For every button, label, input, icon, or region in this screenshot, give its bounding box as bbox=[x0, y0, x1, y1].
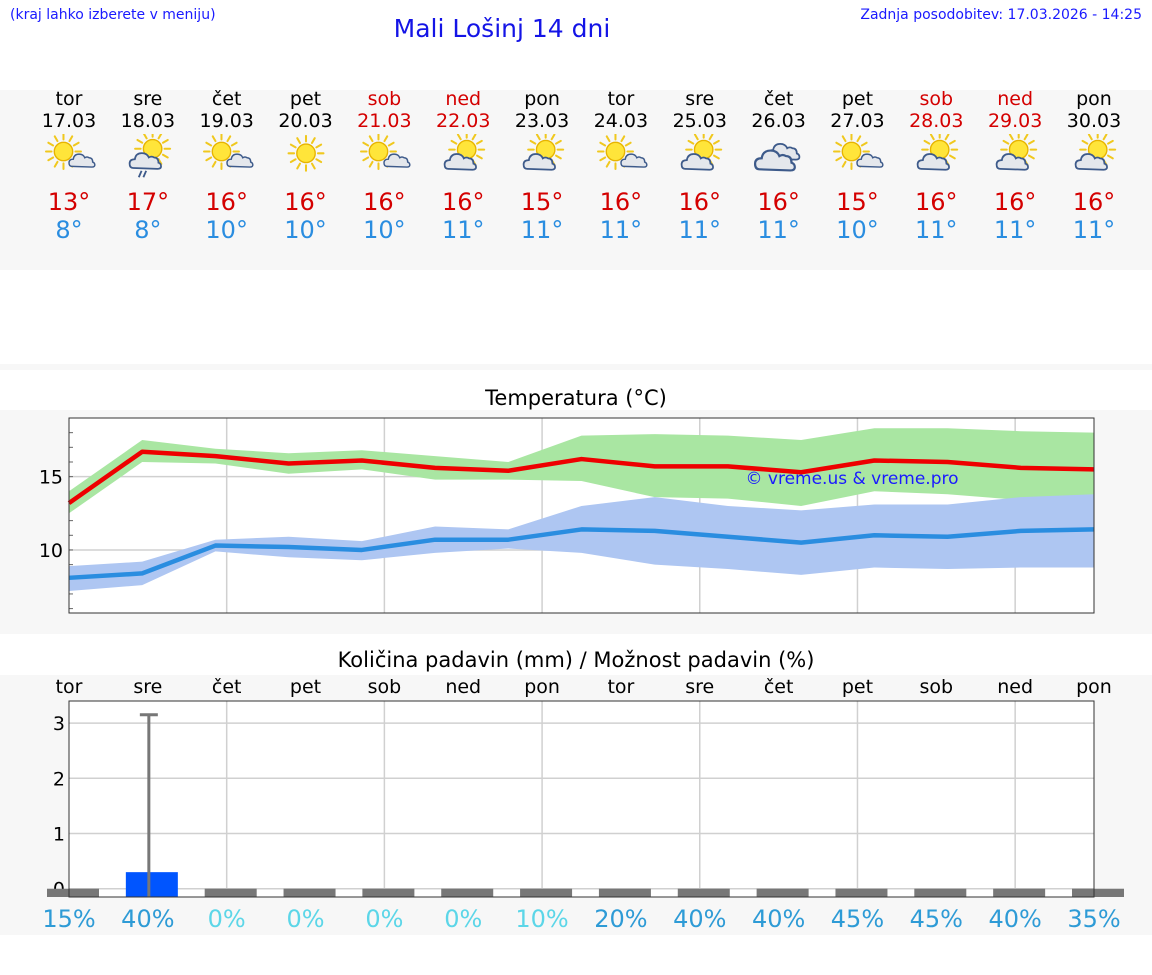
day-name: pon bbox=[524, 88, 560, 110]
page-title: Mali Lošinj 14 dni bbox=[393, 14, 611, 43]
max-temperature: 16° bbox=[363, 188, 406, 216]
day-date: 22.03 bbox=[436, 110, 491, 132]
day-date: 18.03 bbox=[120, 110, 176, 132]
day-date: 28.03 bbox=[909, 110, 964, 132]
day-forecast: sre 18.03 17° 8° bbox=[108, 88, 188, 244]
min-temperature: 8° bbox=[134, 216, 162, 244]
min-temperature: 11° bbox=[678, 216, 722, 244]
day-date: 29.03 bbox=[987, 110, 1043, 132]
day-name: sre bbox=[685, 88, 715, 110]
day-date: 26.03 bbox=[751, 110, 806, 132]
day-forecast: čet 26.03 16° 11° bbox=[739, 88, 819, 244]
max-temperature: 16° bbox=[757, 188, 800, 216]
min-temperature: 11° bbox=[993, 216, 1037, 244]
max-temperature: 16° bbox=[993, 188, 1037, 216]
sun-cloud-big-icon bbox=[1054, 134, 1134, 180]
min-temperature: 11° bbox=[520, 216, 564, 244]
max-temperature: 13° bbox=[47, 188, 91, 216]
day-forecast: pet 27.03 15° 10° bbox=[817, 88, 897, 244]
sun-cloud-icon bbox=[29, 134, 109, 180]
min-temperature: 11° bbox=[441, 216, 485, 244]
max-temperature: 16° bbox=[599, 188, 643, 216]
min-temperature: 10° bbox=[363, 216, 406, 244]
day-date: 20.03 bbox=[278, 110, 333, 132]
day-date: 27.03 bbox=[830, 110, 885, 132]
sun-cloud-big-icon bbox=[660, 134, 740, 180]
day-name: tor bbox=[607, 88, 635, 110]
last-update: Zadnja posodobitev: 17.03.2026 - 14:25 bbox=[860, 7, 1142, 23]
day-date: 30.03 bbox=[1066, 110, 1122, 132]
sun-icon bbox=[266, 134, 346, 180]
sun-cloud-big-icon bbox=[975, 134, 1055, 180]
day-name: čet bbox=[211, 88, 242, 110]
day-forecast: sob 21.03 16° 10° bbox=[344, 88, 424, 244]
sun-cloud-rain-icon bbox=[108, 134, 188, 180]
day-name: ned bbox=[445, 88, 482, 110]
day-date: 23.03 bbox=[514, 110, 570, 132]
max-temperature: 16° bbox=[1072, 188, 1116, 216]
day-name: čet bbox=[763, 88, 794, 110]
min-temperature: 10° bbox=[836, 216, 879, 244]
sun-cloud-big-icon bbox=[896, 134, 976, 180]
max-temperature: 16° bbox=[284, 188, 327, 216]
day-forecast: pet 20.03 16° 10° bbox=[266, 88, 346, 244]
day-name: pet bbox=[289, 88, 322, 110]
day-date: 24.03 bbox=[593, 110, 649, 132]
day-forecast: sre 25.03 16° 11° bbox=[660, 88, 740, 244]
sun-cloud-icon bbox=[581, 134, 661, 180]
temperature-band bbox=[0, 410, 1152, 634]
max-temperature: 16° bbox=[915, 188, 958, 216]
day-forecast: ned 22.03 16° 11° bbox=[423, 88, 503, 244]
sun-cloud-big-icon bbox=[423, 134, 503, 180]
max-temperature: 16° bbox=[441, 188, 485, 216]
day-forecast: pon 23.03 15° 11° bbox=[502, 88, 582, 244]
forecast-band bbox=[0, 90, 1152, 270]
day-forecast: tor 24.03 16° 11° bbox=[581, 88, 661, 244]
day-name: sob bbox=[919, 88, 954, 110]
sun-cloud-icon bbox=[344, 134, 424, 180]
day-date: 17.03 bbox=[41, 110, 97, 132]
day-name: pon bbox=[1076, 88, 1112, 110]
day-forecast: sob 28.03 16° 11° bbox=[896, 88, 976, 244]
day-date: 25.03 bbox=[672, 110, 727, 132]
day-date: 21.03 bbox=[357, 110, 412, 132]
day-forecast: tor 17.03 13° 8° bbox=[29, 88, 109, 244]
max-temperature: 16° bbox=[205, 188, 248, 216]
precipitation-band bbox=[0, 675, 1152, 935]
min-temperature: 11° bbox=[915, 216, 958, 244]
day-name: sob bbox=[367, 88, 402, 110]
cloudy-icon bbox=[739, 134, 819, 180]
location-hint: (kraj lahko izberete v meniju) bbox=[10, 7, 216, 23]
separator bbox=[0, 364, 1152, 370]
max-temperature: 16° bbox=[678, 188, 722, 216]
day-name: pet bbox=[841, 88, 874, 110]
sun-cloud-big-icon bbox=[502, 134, 582, 180]
min-temperature: 10° bbox=[284, 216, 327, 244]
day-name: ned bbox=[997, 88, 1034, 110]
day-date: 19.03 bbox=[199, 110, 254, 132]
max-temperature: 15° bbox=[836, 188, 879, 216]
sun-cloud-icon bbox=[817, 134, 897, 180]
min-temperature: 11° bbox=[599, 216, 643, 244]
max-temperature: 17° bbox=[126, 188, 170, 216]
min-temperature: 11° bbox=[757, 216, 800, 244]
day-name: sre bbox=[133, 88, 163, 110]
precipitation-chart-title: Količina padavin (mm) / Možnost padavin … bbox=[337, 648, 815, 672]
min-temperature: 11° bbox=[1072, 216, 1116, 244]
day-name: tor bbox=[55, 88, 83, 110]
min-temperature: 8° bbox=[55, 216, 83, 244]
temperature-chart-title: Temperatura (°C) bbox=[485, 386, 667, 410]
day-forecast: pon 30.03 16° 11° bbox=[1054, 88, 1134, 244]
max-temperature: 15° bbox=[520, 188, 564, 216]
sun-cloud-icon bbox=[187, 134, 267, 180]
day-forecast: čet 19.03 16° 10° bbox=[187, 88, 267, 244]
day-forecast: ned 29.03 16° 11° bbox=[975, 88, 1055, 244]
min-temperature: 10° bbox=[205, 216, 248, 244]
